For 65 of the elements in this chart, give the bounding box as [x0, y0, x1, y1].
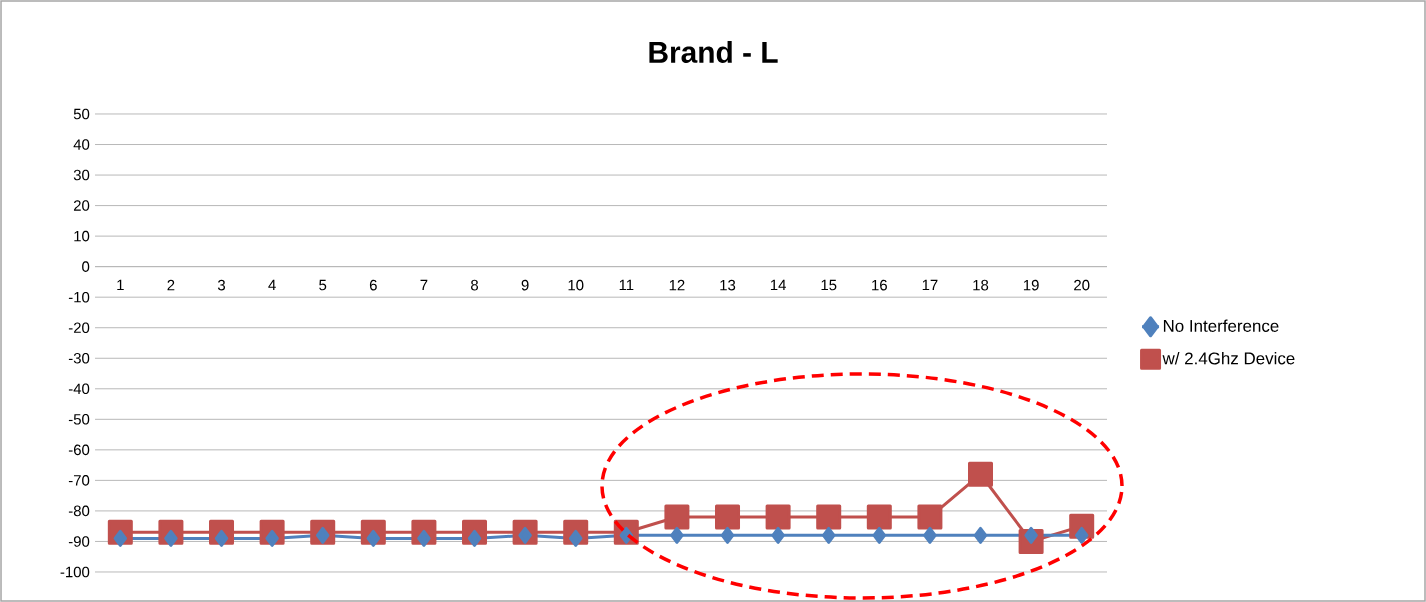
- point: [771, 526, 785, 544]
- point: [715, 504, 741, 530]
- point: [1024, 526, 1038, 544]
- x-tick-label: 14: [770, 279, 786, 291]
- y-tick-label: -10: [68, 291, 90, 303]
- legend-label: No Interference: [1163, 319, 1279, 332]
- x-tick-label: 3: [217, 279, 226, 291]
- y-tick-label: -50: [68, 414, 90, 425]
- x-tick-label: 6: [369, 279, 377, 291]
- point: [866, 504, 892, 530]
- point: [568, 529, 583, 547]
- x-tick-label: 2: [167, 279, 175, 291]
- x-tick-label: 10: [568, 279, 584, 291]
- x-tick-label: 17: [922, 279, 938, 291]
- point: [670, 526, 684, 544]
- y-tick-label: 10: [74, 230, 90, 242]
- point: [214, 529, 229, 547]
- x-tick-label: 18: [973, 279, 989, 291]
- point: [467, 529, 482, 547]
- point: [973, 526, 988, 544]
- point: [765, 504, 791, 530]
- x-tick-label: 7: [420, 279, 428, 291]
- point: [417, 529, 431, 547]
- point: [518, 526, 532, 544]
- point: [872, 526, 887, 544]
- x-tick-label: 19: [1023, 279, 1039, 291]
- y-tick-label: 40: [73, 139, 90, 150]
- x-tick-label: 11: [619, 279, 634, 291]
- y-tick-label: -40: [68, 383, 90, 395]
- y-tick-label: -20: [68, 322, 90, 333]
- x-tick-label: 12: [669, 279, 685, 291]
- x-tick-label: 16: [872, 279, 887, 291]
- point: [968, 461, 993, 487]
- y-tick-label: -70: [68, 475, 90, 486]
- x-tick-label: 9: [521, 279, 529, 291]
- y-tick-label: 0: [82, 261, 90, 272]
- point: [816, 504, 842, 530]
- point: [164, 529, 178, 547]
- chart-title: Brand - L: [649, 41, 778, 63]
- point: [821, 526, 836, 544]
- y-tick-label: 30: [73, 169, 90, 181]
- point: [113, 529, 128, 547]
- x-tick-label: 20: [1074, 279, 1090, 291]
- x-tick-label: 4: [268, 279, 276, 291]
- y-tick-label: 20: [73, 200, 90, 211]
- x-tick-label: 13: [720, 279, 736, 291]
- x-tick-label: 5: [319, 279, 327, 291]
- point: [1074, 526, 1089, 544]
- y-tick-label: -90: [68, 536, 90, 547]
- y-tick-label: -80: [68, 505, 90, 517]
- x-tick-label: 1: [117, 279, 124, 291]
- point: [366, 529, 381, 547]
- point: [720, 526, 735, 544]
- point: [917, 504, 943, 530]
- y-tick-label: -100: [60, 566, 90, 578]
- x-tick-label: 8: [471, 279, 479, 291]
- point: [664, 504, 690, 530]
- y-tick-label: -30: [68, 352, 90, 364]
- point: [315, 526, 330, 544]
- x-tick-label: 15: [821, 279, 837, 291]
- point: [923, 526, 937, 544]
- legend-label: w/ 2.4Ghz Device: [1162, 351, 1295, 365]
- y-tick-label: 50: [73, 108, 90, 120]
- y-tick-label: -60: [68, 444, 90, 456]
- point: [265, 529, 279, 547]
